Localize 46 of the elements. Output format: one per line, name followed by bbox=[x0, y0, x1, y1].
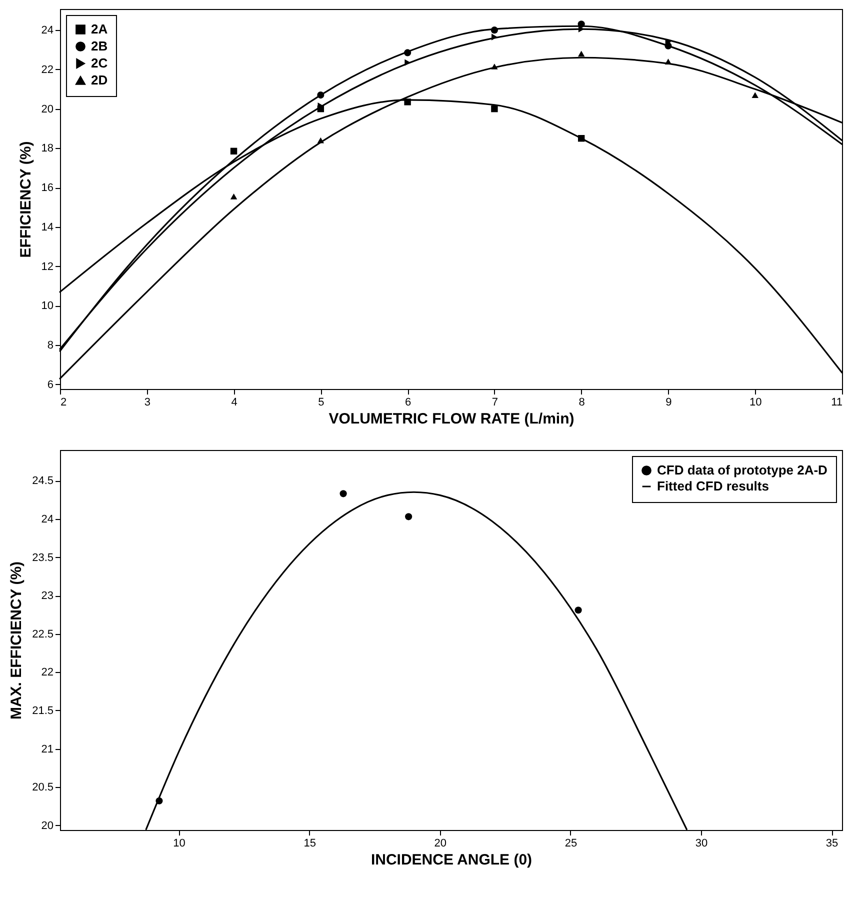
y-tick-label: 14 bbox=[41, 221, 54, 234]
y-tick-label: 24 bbox=[41, 24, 54, 37]
x-tick-label: 10 bbox=[173, 838, 186, 850]
y-tick-label: 23 bbox=[41, 590, 54, 602]
y-tick-label: 22.5 bbox=[32, 628, 54, 640]
x-tick-label: 25 bbox=[564, 838, 578, 850]
legend-label: 2B bbox=[91, 38, 108, 54]
x-tick-label: 8 bbox=[578, 396, 585, 408]
y-tick-label: 18 bbox=[41, 142, 54, 155]
y-tick-label: 10 bbox=[41, 300, 54, 312]
y-tick-label: 8 bbox=[47, 340, 54, 352]
y-tick-label: 22 bbox=[41, 666, 54, 679]
x-tick-label: 10 bbox=[749, 396, 762, 408]
legend-label: CFD data of prototype 2A-D bbox=[657, 462, 828, 478]
y-tick-label: 23.5 bbox=[32, 552, 54, 564]
x-tick-label: 5 bbox=[318, 396, 324, 408]
y-tick-label: 20.5 bbox=[32, 782, 54, 794]
x-tick-label: 9 bbox=[666, 396, 672, 408]
x-axis-title: INCIDENCE ANGLE (0) bbox=[370, 852, 532, 868]
y-tick-label: 20 bbox=[41, 103, 54, 116]
x-axis-title: VOLUMETRIC FLOW RATE (L/min) bbox=[328, 410, 574, 428]
x-tick-label: 20 bbox=[434, 838, 447, 850]
y-tick-label: 16 bbox=[41, 182, 54, 194]
x-tick-label: 15 bbox=[304, 838, 316, 850]
y-axis-title: MAX. EFFICIENCY (%) bbox=[8, 561, 26, 720]
y-tick-label: 21.5 bbox=[32, 704, 54, 717]
y-tick-label: 22 bbox=[41, 64, 54, 76]
x-tick-label: 35 bbox=[826, 838, 838, 850]
x-tick-label: 3 bbox=[144, 396, 150, 408]
x-tick-label: 11 bbox=[831, 396, 842, 408]
legend-label: 2D bbox=[91, 72, 108, 88]
y-tick-label: 24 bbox=[41, 513, 54, 526]
y-tick-label: 12 bbox=[41, 260, 54, 273]
legend-label: 2A bbox=[91, 22, 108, 36]
y-tick-label: 21 bbox=[41, 743, 54, 756]
legend-label: 2C bbox=[91, 56, 108, 70]
x-tick-label: 7 bbox=[492, 396, 498, 408]
y-axis-title: EFFICIENCY (%) bbox=[17, 141, 34, 258]
x-tick-label: 30 bbox=[695, 838, 708, 850]
y-tick-label: 20 bbox=[41, 820, 54, 832]
x-tick-label: 6 bbox=[404, 396, 412, 408]
legend-label: Fitted CFD results bbox=[657, 478, 769, 494]
x-tick-label: 2 bbox=[60, 396, 67, 408]
x-tick-label: 4 bbox=[231, 396, 238, 408]
y-tick-label: 6 bbox=[47, 378, 54, 391]
y-tick-label: 24.5 bbox=[32, 475, 54, 488]
